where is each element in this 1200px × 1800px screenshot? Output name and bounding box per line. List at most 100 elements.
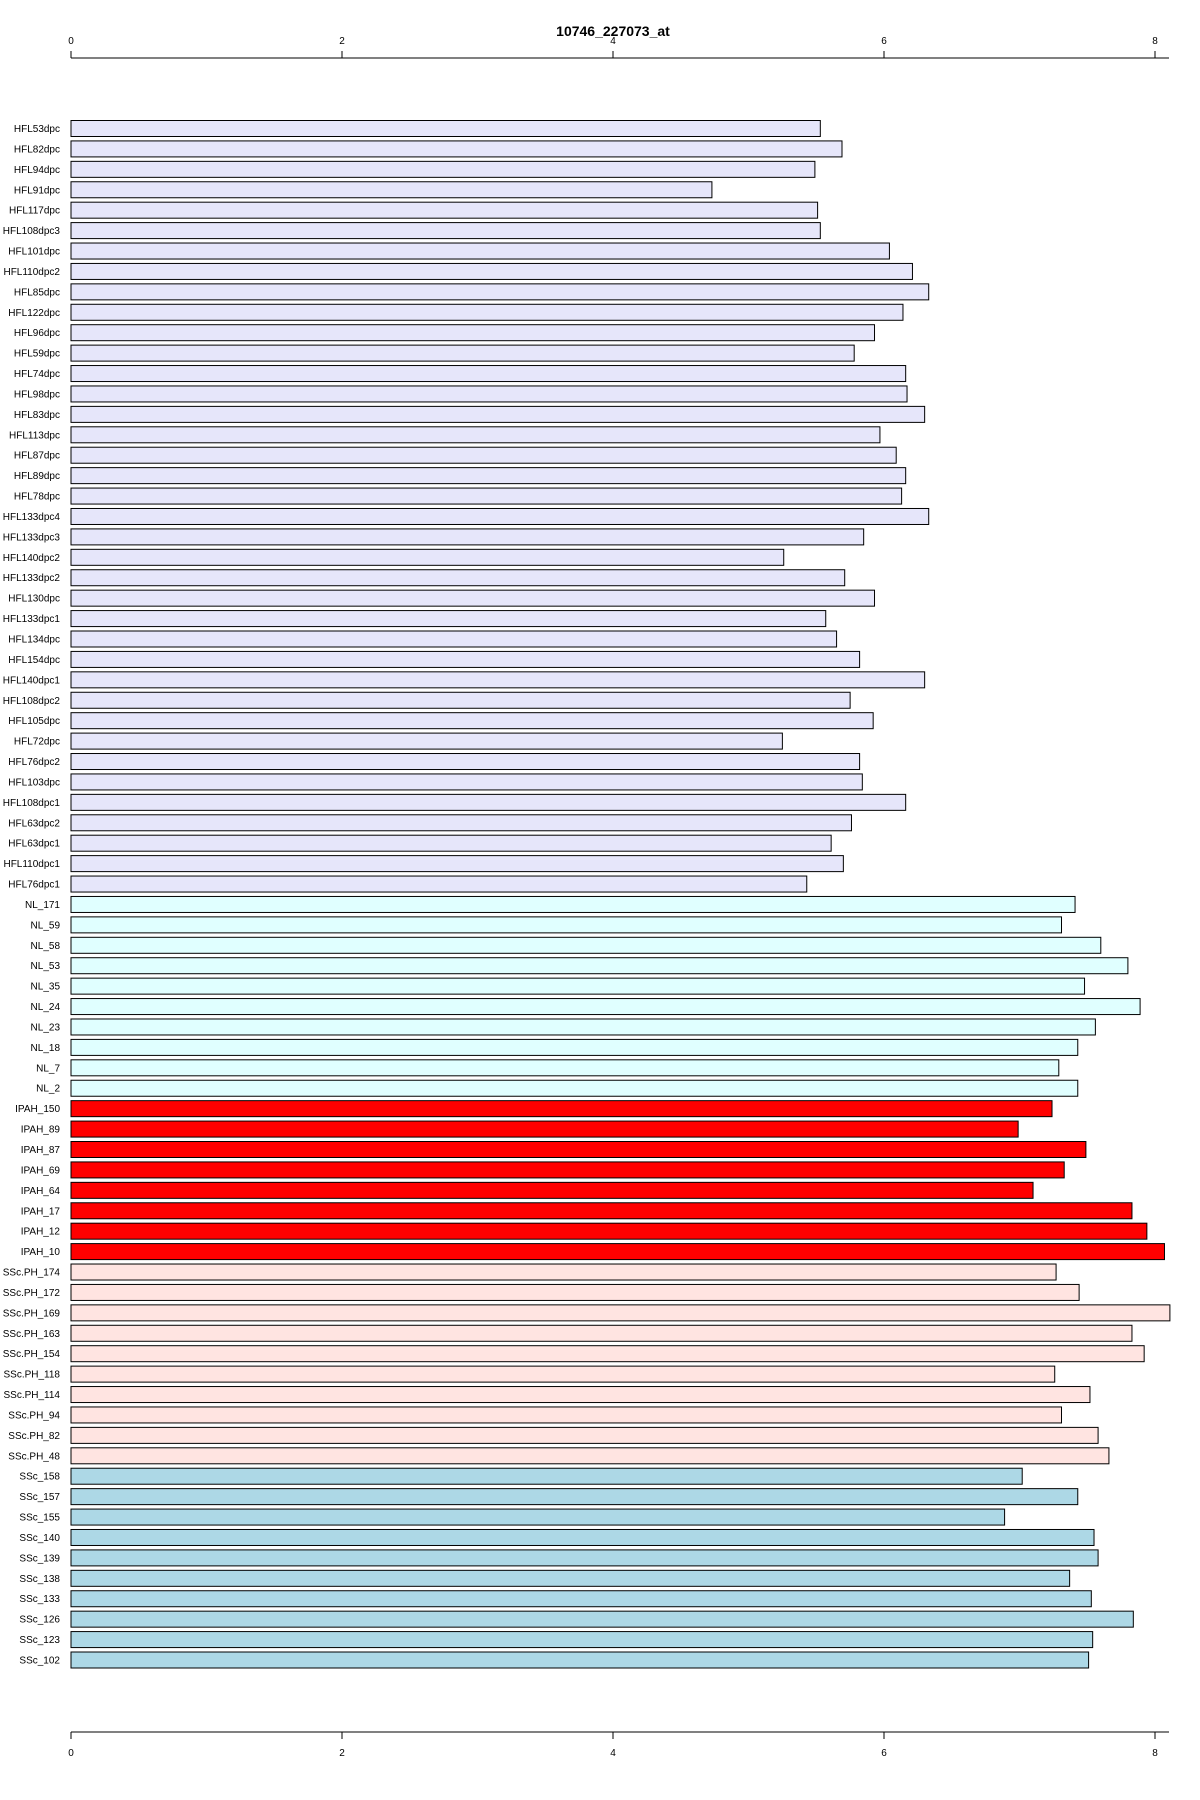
bar: [70, 446, 897, 464]
category-label: HFL101dpc: [8, 247, 60, 258]
category-label: IPAH_12: [21, 1227, 61, 1238]
category-label: HFL89dpc: [14, 471, 60, 482]
category-label: SSc.PH_174: [3, 1268, 61, 1279]
top-axis-tick-label: 4: [610, 36, 616, 47]
category-labels: HFL53dpc HFL82dpc HFL94dpc HFL91dpc HFL117dp…: [3, 124, 61, 1667]
bar: [70, 1120, 1019, 1138]
category-label: HFL154dpc: [8, 655, 60, 666]
bar: [70, 1488, 1079, 1506]
bar: [70, 303, 904, 321]
bar: [70, 1181, 1034, 1199]
category-label: SSc.PH_82: [8, 1431, 60, 1442]
bar: [70, 650, 861, 668]
top-axis-tick-label: 6: [881, 36, 887, 47]
category-label: IPAH_89: [21, 1125, 61, 1136]
bar: [70, 1426, 1099, 1444]
category-label: SSc.PH_169: [3, 1308, 61, 1319]
category-label: HFL134dpc: [8, 635, 60, 646]
bar: [70, 977, 1086, 995]
category-label: NL_2: [36, 1084, 60, 1095]
bar: [70, 936, 1102, 954]
category-label: NL_59: [31, 920, 61, 931]
bar: [70, 1324, 1133, 1342]
bar: [70, 814, 852, 832]
bar: [70, 1610, 1134, 1628]
bottom-axis-tick-label: 4: [610, 1748, 616, 1759]
bottom-axis-tick-label: 0: [68, 1748, 74, 1759]
bar: [70, 467, 907, 485]
category-label: SSc_138: [19, 1574, 60, 1585]
category-label: NL_171: [25, 900, 60, 911]
category-label: SSc.PH_172: [3, 1288, 61, 1299]
bottom-axis-tick-label: 2: [339, 1748, 345, 1759]
bar: [70, 1569, 1071, 1587]
category-label: NL_23: [31, 1022, 61, 1033]
category-label: HFL63dpc1: [8, 839, 60, 850]
category-label: HFL130dpc: [8, 594, 60, 605]
bar: [70, 895, 1076, 913]
category-label: HFL78dpc: [14, 492, 60, 503]
bar: [70, 1161, 1065, 1179]
category-label: HFL140dpc1: [3, 675, 61, 686]
category-label: HFL85dpc: [14, 287, 60, 298]
category-label: IPAH_69: [21, 1165, 61, 1176]
bar: [70, 1018, 1096, 1036]
top-axis-tick-label: 0: [68, 36, 74, 47]
bottom-axis-tick-label: 6: [881, 1748, 887, 1759]
bar: [70, 1059, 1060, 1077]
category-label: SSc_155: [19, 1513, 60, 1524]
category-label: SSc.PH_48: [8, 1451, 60, 1462]
category-label: HFL74dpc: [14, 369, 60, 380]
bar: [70, 875, 808, 893]
bar: [70, 1528, 1095, 1546]
category-label: HFL108dpc3: [3, 226, 61, 237]
bar: [70, 140, 843, 158]
bar: [70, 834, 832, 852]
category-label: HFL140dpc2: [3, 553, 61, 564]
bar: [70, 998, 1141, 1016]
bar: [70, 732, 783, 750]
category-label: SSc_126: [19, 1615, 60, 1626]
bar: [70, 1243, 1165, 1261]
category-label: HFL72dpc: [14, 737, 60, 748]
bar: [70, 1631, 1094, 1649]
category-label: NL_53: [31, 961, 61, 972]
category-label: SSc_158: [19, 1472, 60, 1483]
category-label: HFL76dpc2: [8, 757, 60, 768]
category-label: HFL63dpc2: [8, 818, 60, 829]
category-label: NL_58: [31, 941, 61, 952]
category-label: SSc.PH_114: [3, 1390, 60, 1401]
category-label: NL_35: [31, 982, 61, 993]
bar: [70, 1141, 1087, 1158]
bar: [70, 426, 881, 444]
bar: [70, 1365, 1056, 1383]
bar: [70, 1447, 1110, 1465]
bar: [70, 242, 890, 260]
category-label: IPAH_64: [21, 1186, 61, 1197]
bar-series: [70, 120, 1171, 1669]
bar: [70, 1202, 1133, 1220]
bar: [70, 589, 876, 607]
bar: [70, 855, 844, 873]
top-axis-tick-label: 2: [339, 36, 345, 47]
category-label: SSc_139: [19, 1553, 60, 1564]
bottom-axis: 0 2 4 6 8: [68, 1731, 1169, 1759]
bar: [70, 160, 816, 178]
category-label: HFL87dpc: [14, 451, 60, 462]
bar: [70, 222, 821, 240]
bar: [70, 1590, 1092, 1608]
bar: [70, 120, 821, 137]
category-label: HFL98dpc: [14, 389, 60, 400]
category-label: IPAH_17: [21, 1206, 61, 1217]
bar: [70, 181, 713, 199]
bar: [70, 528, 865, 546]
bar: [70, 507, 930, 525]
category-label: HFL113dpc: [9, 430, 60, 441]
bar: [70, 1549, 1099, 1567]
bar: [70, 1038, 1079, 1056]
category-label: SSc_102: [19, 1656, 60, 1667]
category-label: SSc_157: [19, 1492, 60, 1503]
category-label: HFL83dpc: [14, 410, 60, 421]
bar: [70, 262, 913, 280]
